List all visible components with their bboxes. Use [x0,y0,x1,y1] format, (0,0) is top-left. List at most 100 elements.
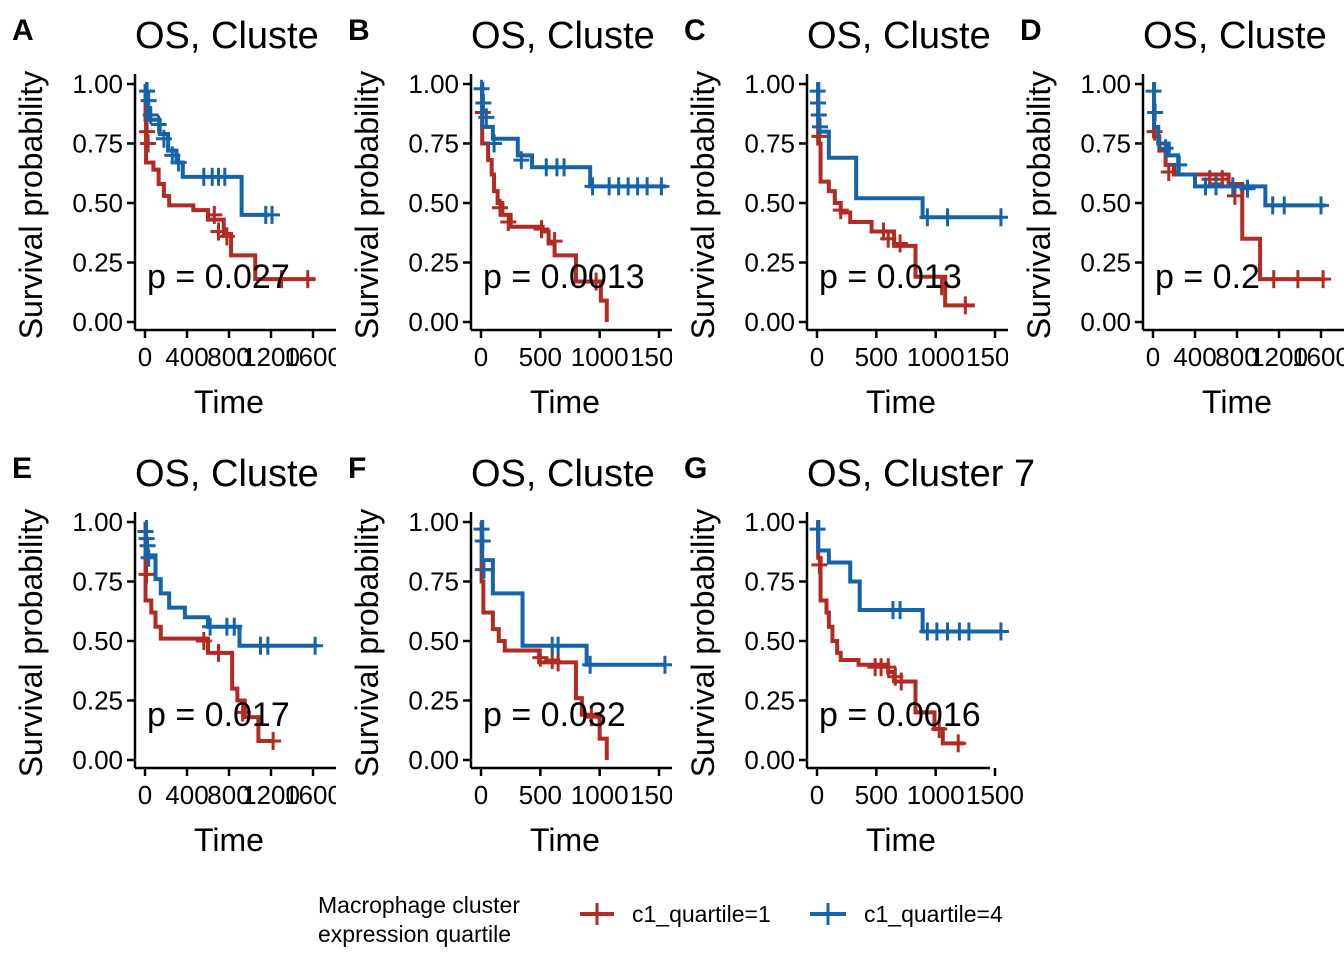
x-tick-label: 1200 [242,342,300,372]
censor-mark [474,532,491,551]
censor-mark [546,232,563,251]
y-tick-label: 0.75 [1080,129,1131,159]
x-axis-title: Time [530,822,600,858]
x-tick-label: 500 [855,780,898,810]
panel-c: OS, Cluste 0.00 0.25 0.50 0.75 1.00 0 500 1000 15… [684,14,1008,420]
y-tick-label: 0.00 [744,745,795,775]
panel-letter: A [12,14,34,47]
censor-mark [475,94,492,113]
censor-mark [299,270,316,289]
censor-mark [210,643,227,662]
y-axis-title: Survival probability [685,509,721,778]
y-tick-label: 0.25 [408,686,459,716]
censor-mark [210,222,227,241]
y-tick-label: 0.50 [744,188,795,218]
y-tick-label: 1.00 [408,69,459,99]
legend-key-q4 [810,903,846,925]
censor-mark [234,703,251,722]
y-tick-label: 0.25 [744,686,795,716]
y-tick-label: 0.75 [408,567,459,597]
survival-curve-q1 [816,82,975,308]
censor-mark [950,734,967,753]
censor-mark [533,220,550,239]
censor-mark [1276,196,1293,215]
censor-mark [1157,139,1174,158]
panel-d: OS, Cluste 0.00 0.25 0.50 0.75 1.00 0 400800120… [1020,14,1344,420]
censor-mark [265,731,282,750]
censor-mark [960,622,977,641]
censor-mark [653,177,670,196]
p-value: p = 0.017 [147,696,290,734]
y-tick-label: 0.25 [408,248,459,278]
panel-letter: B [348,14,370,47]
censor-mark [155,129,172,148]
y-tick-label: 1.00 [744,69,795,99]
x-tick-label: 0 [810,342,824,372]
x-tick-label: 0 [474,780,488,810]
censor-mark [1160,163,1177,182]
survival-curve-q1 [816,520,965,746]
x-tick-label: 0 [138,342,152,372]
x-tick-label: 800 [1215,342,1258,372]
censor-mark [939,208,956,227]
survival-curve-q1 [1152,82,1326,282]
p-value: p = 0.2 [1155,258,1260,296]
x-tick-label: 400 [165,342,208,372]
x-axis-title: Time [866,384,936,420]
y-tick-label: 0.00 [408,307,459,337]
panel-f: OS, Cluste 0.00 0.25 0.50 0.75 1.00 0 500 1000 15… [348,452,672,858]
censor-mark [206,205,223,224]
survival-curve-q4 [480,520,667,667]
censor-mark [273,270,290,289]
survival-curve-q4 [816,520,1003,634]
censor-mark [139,82,156,101]
panel-a: OS, Cluste 0.00 0.25 0.50 0.75 1.00 0 400800120… [12,14,342,420]
censor-mark [1224,177,1241,196]
y-tick-label: 0.75 [408,129,459,159]
x-tick-label: 500 [519,780,562,810]
survival-curve-q4 [480,82,667,189]
censor-mark [1171,155,1188,174]
p-value: p = 0.0016 [819,696,981,734]
survival-curve-q1 [143,82,316,282]
censor-mark [811,555,828,574]
p-value: p = 0.0013 [483,258,645,296]
x-tick-label: 1200 [242,780,300,810]
censor-mark [1145,82,1162,101]
censor-mark [150,115,167,134]
censor-mark [931,720,948,739]
censor-mark [195,632,212,650]
x-tick-label: 1600 [284,342,342,372]
x-tick-label: 1500 [966,780,1024,810]
censor-mark [491,198,508,217]
censor-mark [218,227,235,246]
censor-mark [550,653,567,672]
x-tick-label: 1500 [630,342,688,372]
x-tick-label: 0 [810,780,824,810]
x-tick-label: 1200 [1250,342,1308,372]
censor-mark [880,229,897,248]
x-tick-label: 400 [1173,342,1216,372]
x-tick-label: 800 [207,780,250,810]
censor-mark [892,234,909,253]
censor-mark [216,167,233,186]
legend-title-line2: expression quartile [318,921,511,947]
censor-mark [550,636,567,655]
censor-mark [1147,103,1164,122]
censor-mark [556,158,573,177]
y-tick-label: 0.75 [72,129,123,159]
y-tick-label: 0.25 [744,248,795,278]
panel-title: OS, Cluste [1143,15,1327,57]
y-tick-label: 0.50 [72,626,123,656]
censor-mark [500,213,517,232]
censor-mark [478,108,495,127]
y-tick-label: 0.50 [744,626,795,656]
censor-mark [892,601,909,620]
x-tick-label: 1000 [571,780,629,810]
censor-mark [307,636,324,655]
y-tick-label: 0.00 [744,307,795,337]
y-tick-label: 1.00 [744,507,795,537]
survival-curve-q1 [143,520,275,743]
panel-letter: F [348,452,366,485]
